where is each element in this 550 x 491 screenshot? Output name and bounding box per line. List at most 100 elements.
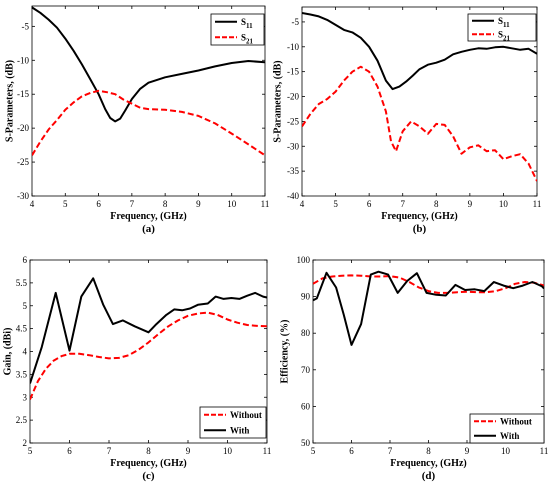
legend-label-main: S: [498, 16, 503, 26]
legend-label-without: Without: [230, 410, 262, 420]
legend-box: [467, 13, 537, 42]
x-tick-label: 5: [311, 446, 316, 456]
y-tick-label: 3.5: [16, 369, 28, 379]
y-axis-label: S-Parameters, (dB): [4, 60, 15, 142]
legend-label-with: With: [230, 425, 249, 435]
legend-label-main: S: [498, 29, 503, 39]
legend-label-with: With: [500, 431, 519, 441]
y-tick-label: -35: [287, 166, 299, 176]
legend: Without With: [199, 406, 267, 439]
panel-label: (a): [142, 223, 155, 235]
legend-box: [210, 13, 265, 46]
y-tick-label: -25: [17, 157, 29, 167]
x-tick-label: 9: [468, 199, 473, 209]
x-axis-label: Frequency, (GHz): [381, 211, 457, 222]
y-tick-label: -30: [17, 191, 29, 201]
x-tick-label: 7: [107, 446, 112, 456]
legend-label-sub: 11: [503, 21, 510, 29]
x-tick-label: 8: [434, 199, 439, 209]
x-tick-label: 6: [67, 446, 72, 456]
x-axis-label: Frequency, (GHz): [110, 458, 186, 469]
panel-label: (d): [422, 470, 436, 482]
x-tick-label: 6: [96, 199, 101, 209]
panel-label: (b): [413, 223, 427, 235]
legend-box: [199, 406, 267, 439]
x-tick-label: 8: [426, 446, 431, 456]
x-axis-label: Frequency, (GHz): [390, 458, 466, 469]
legend-label-s21: S21: [241, 32, 254, 45]
y-tick-label: -5: [292, 17, 300, 27]
x-tick-label: 10: [501, 446, 511, 456]
legend-label-s11: S11: [498, 16, 510, 29]
x-tick-label: 5: [63, 199, 68, 209]
y-tick-label: 5.5: [16, 278, 28, 288]
legend-label-s21: S21: [498, 29, 511, 42]
x-tick-label: 7: [130, 199, 135, 209]
legend-label-main: S: [241, 32, 246, 42]
y-tick-label: -20: [17, 123, 29, 133]
series-line-without: [313, 274, 544, 294]
y-axis-label: Efficiency, (%): [279, 320, 290, 384]
legend-label-sub: 11: [246, 22, 253, 30]
y-axis-label: S-Parameters, (dB): [272, 60, 283, 142]
y-tick-label: -40: [287, 191, 299, 201]
x-tick-label: 9: [465, 446, 470, 456]
series-line-with: [313, 270, 544, 346]
y-tick-label: 6: [23, 255, 28, 265]
series-line-s11: [302, 12, 537, 91]
x-tick-label: 8: [163, 199, 168, 209]
series-line-s21: [32, 89, 265, 157]
y-tick-label: -15: [17, 89, 29, 99]
y-tick-label: 2.5: [16, 415, 28, 425]
x-tick-label: 4: [300, 199, 305, 209]
x-tick-label: 10: [223, 446, 233, 456]
x-tick-label: 7: [400, 199, 405, 209]
series-line-s21: [302, 65, 537, 182]
y-tick-label: 4.5: [16, 324, 28, 334]
x-tick-label: 10: [499, 199, 509, 209]
x-axis-label: Frequency, (GHz): [110, 211, 186, 222]
panel-label: (c): [142, 470, 155, 482]
legend-label-without: Without: [500, 416, 532, 426]
legend-label-sub: 21: [503, 34, 511, 42]
legend-box: [469, 413, 545, 444]
y-tick-label: 3: [23, 392, 28, 402]
y-tick-label: -25: [287, 116, 299, 126]
legend: Without With: [469, 413, 545, 444]
chart-panel-2: 4 5 6 7 8 9 10 11 -40 -35 -30 -25 -20 -15 -10 -5 Frequen…: [272, 6, 542, 235]
x-tick-label: 11: [533, 199, 542, 209]
legend-label-sub: 21: [246, 37, 254, 45]
x-tick-label: 10: [227, 199, 237, 209]
y-tick-label: 70: [301, 365, 311, 375]
x-tick-label: 6: [367, 199, 372, 209]
series-line-with: [30, 277, 267, 384]
y-tick-label: 2: [23, 438, 28, 448]
x-tick-label: 9: [196, 199, 201, 209]
y-tick-label: -20: [287, 92, 299, 102]
chart-panel-3: 5 6 7 8 9 10 11 2 2.5 3 3.5 4 4.5 5 5.5 6 Frequency, (GH…: [2, 255, 271, 482]
x-tick-label: 5: [28, 446, 33, 456]
x-tick-label: 11: [263, 446, 272, 456]
legend-label-main: S: [241, 17, 246, 27]
y-tick-label: 4: [23, 347, 28, 357]
series-line-s11: [32, 6, 265, 123]
x-tick-label: 11: [540, 446, 549, 456]
chart-panel-1: 4 5 6 7 8 9 10 11 -30 -25 -20 -15 -10 -5 Frequency, (G…: [4, 5, 270, 235]
y-tick-label: 50: [301, 438, 311, 448]
series-line-without: [30, 311, 267, 400]
chart-panel-4: 5 6 7 8 9 10 11 50 60 70 80 90 100 Frequency, (GHz) Ef…: [279, 255, 548, 482]
y-tick-label: 5: [23, 301, 28, 311]
x-tick-label: 6: [349, 446, 354, 456]
x-tick-label: 7: [388, 446, 393, 456]
x-tick-label: 5: [333, 199, 338, 209]
x-tick-label: 4: [30, 199, 35, 209]
x-tick-label: 8: [146, 446, 151, 456]
y-tick-label: 90: [301, 292, 311, 302]
x-tick-label: 11: [261, 199, 270, 209]
y-axis-label: Gain, (dBi): [2, 328, 13, 376]
y-tick-label: -10: [17, 55, 29, 65]
x-tick-label: 9: [186, 446, 191, 456]
